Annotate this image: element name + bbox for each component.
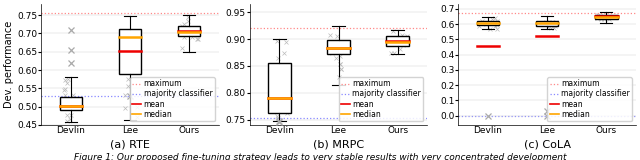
X-axis label: (a) RTE: (a) RTE bbox=[110, 139, 150, 149]
Bar bbox=[536, 21, 558, 26]
Text: Figure 1: Our proposed fine-tuning strategy leads to very stable results with ve: Figure 1: Our proposed fine-tuning strat… bbox=[74, 153, 566, 160]
Bar bbox=[595, 15, 618, 19]
X-axis label: (c) CoLA: (c) CoLA bbox=[524, 139, 571, 149]
Bar bbox=[118, 29, 141, 74]
Bar bbox=[60, 97, 82, 110]
Bar bbox=[327, 40, 350, 54]
Legend: maximum, majority classifier, mean, median: maximum, majority classifier, mean, medi… bbox=[130, 77, 215, 121]
Bar bbox=[178, 26, 200, 36]
Bar bbox=[477, 21, 499, 25]
Bar bbox=[268, 63, 291, 113]
Legend: maximum, majority classifier, mean, median: maximum, majority classifier, mean, medi… bbox=[547, 77, 632, 121]
Legend: maximum, majority classifier, mean, median: maximum, majority classifier, mean, medi… bbox=[339, 77, 424, 121]
Bar bbox=[387, 36, 409, 46]
Y-axis label: Dev. performance: Dev. performance bbox=[4, 21, 14, 108]
X-axis label: (b) MRPC: (b) MRPC bbox=[313, 139, 364, 149]
